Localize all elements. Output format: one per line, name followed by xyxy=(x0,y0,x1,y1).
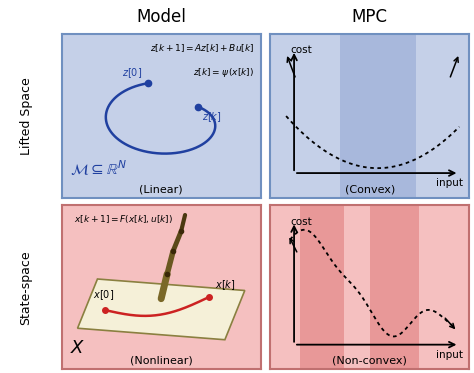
Bar xyxy=(340,34,416,198)
Text: $\mathcal{M} \subseteq \mathbb{R}^N$: $\mathcal{M} \subseteq \mathbb{R}^N$ xyxy=(70,158,127,178)
Text: (Convex): (Convex) xyxy=(345,184,395,194)
Text: (Linear): (Linear) xyxy=(139,184,183,194)
Bar xyxy=(300,205,344,369)
Text: (Nonlinear): (Nonlinear) xyxy=(130,356,192,366)
Text: input: input xyxy=(436,350,463,360)
Text: $x[0]$: $x[0]$ xyxy=(93,288,114,302)
Text: (Non-convex): (Non-convex) xyxy=(332,356,407,366)
Text: input: input xyxy=(436,178,463,188)
Text: $x[k]$: $x[k]$ xyxy=(215,278,236,292)
Text: $z[k+1] = Az[k] + Bu[k]$: $z[k+1] = Az[k] + Bu[k]$ xyxy=(150,42,255,54)
Text: Lifted Space: Lifted Space xyxy=(19,77,33,154)
Text: $z[k] = \psi\,(x[k])$: $z[k] = \psi\,(x[k])$ xyxy=(193,66,255,79)
Text: State-space: State-space xyxy=(19,250,33,325)
Text: Model: Model xyxy=(136,8,186,26)
Text: $z[k]$: $z[k]$ xyxy=(201,110,221,124)
Text: cost: cost xyxy=(290,217,312,227)
Text: cost: cost xyxy=(290,45,312,55)
Polygon shape xyxy=(78,279,245,340)
Text: MPC: MPC xyxy=(352,8,388,26)
Bar xyxy=(370,205,419,369)
Text: $X$: $X$ xyxy=(70,339,85,357)
Text: $z[0]$: $z[0]$ xyxy=(122,66,142,80)
Text: $x[k+1] = F(x[k], u[k])$: $x[k+1] = F(x[k], u[k])$ xyxy=(73,213,173,225)
